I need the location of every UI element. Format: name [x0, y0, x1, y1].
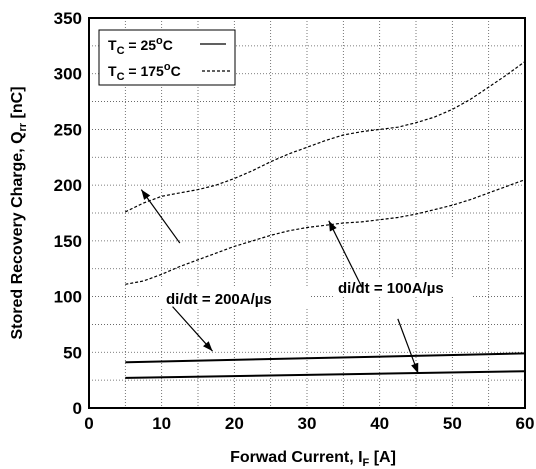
y-tick-label: 100 — [54, 288, 82, 307]
arrow-line — [328, 220, 363, 287]
annotation-100: di/dt = 100A/µs — [338, 280, 444, 297]
x-tick-label: 10 — [152, 414, 171, 433]
y-axis-title: Stored Recovery Charge, Qrr [nC] — [9, 86, 29, 339]
series-group — [125, 61, 526, 379]
y-tick-label: 0 — [73, 399, 82, 418]
x-tick-label: 0 — [84, 414, 93, 433]
x-tick-label: 20 — [225, 414, 244, 433]
y-tick-label: 350 — [54, 9, 82, 28]
arrow-head — [411, 362, 419, 374]
series-line-4 — [125, 370, 526, 379]
series-line-2 — [125, 179, 526, 285]
annotation-arrows — [140, 189, 419, 374]
legend-label-175c: TC = 175oC — [108, 61, 181, 83]
grid — [89, 18, 525, 408]
legend: TC = 25oC TC = 175oC — [98, 29, 236, 86]
arrow-head — [141, 189, 151, 200]
arrow-head — [203, 341, 213, 352]
y-tick-label: 150 — [54, 232, 82, 251]
legend-box — [98, 29, 236, 86]
x-tick-label: 60 — [516, 414, 535, 433]
y-tick-label: 250 — [54, 120, 82, 139]
y-tick-labels: 0 50 100 150 200 250 300 350 — [54, 9, 82, 418]
annotation-200-bg — [160, 288, 310, 308]
x-tick-label: 50 — [443, 414, 462, 433]
x-tick-labels: 0 10 20 30 40 50 60 — [84, 414, 534, 433]
y-tick-label: 50 — [63, 343, 82, 362]
x-tick-label: 30 — [298, 414, 317, 433]
series-line-3 — [125, 352, 526, 364]
y-tick-label: 300 — [54, 65, 82, 84]
y-tick-label: 200 — [54, 176, 82, 195]
annotation-200: di/dt = 200A/µs — [166, 291, 272, 308]
legend-label-25c: TC = 25oC — [108, 35, 173, 57]
plot-frame — [88, 17, 526, 409]
annotations: di/dt = 200A/µs di/dt = 100A/µs — [160, 277, 473, 308]
arrow-head — [328, 220, 337, 232]
x-tick-label: 40 — [370, 414, 389, 433]
arrow-line — [140, 189, 181, 244]
series-line-1 — [125, 61, 526, 213]
x-axis-title: Forwad Current, IF [A] — [230, 449, 396, 469]
annotation-100-bg — [333, 277, 473, 297]
